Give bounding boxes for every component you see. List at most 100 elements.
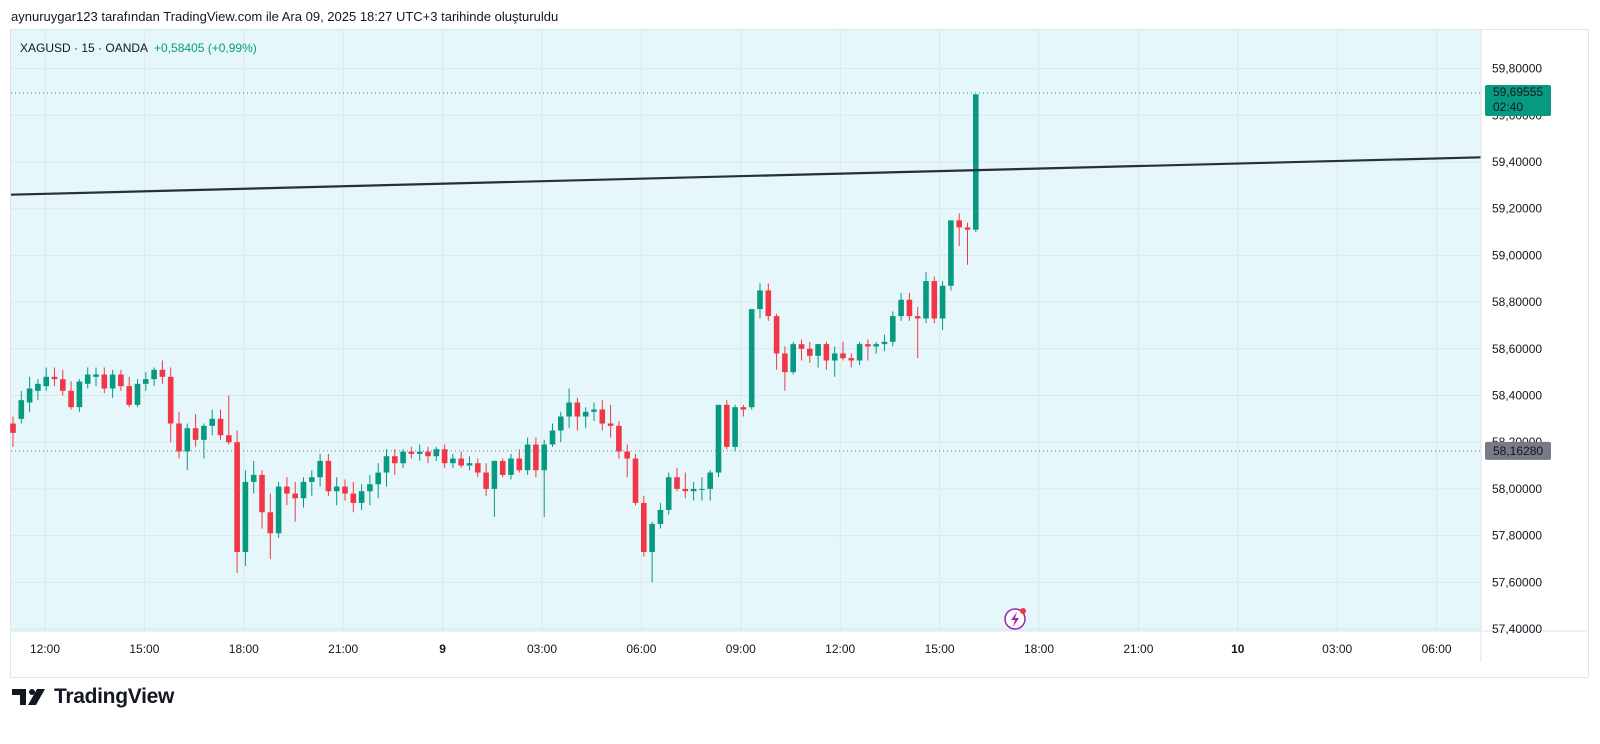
candle <box>284 477 290 506</box>
time-tick: 12:00 <box>825 642 855 656</box>
trend-line[interactable] <box>10 156 1482 196</box>
prev-close-tag-bg <box>1485 441 1551 460</box>
candle <box>425 446 431 464</box>
candle-body <box>309 477 315 482</box>
candle <box>798 339 805 361</box>
candle-body <box>234 442 240 552</box>
candle-body <box>665 477 672 510</box>
candle <box>234 430 240 573</box>
candle <box>948 220 954 291</box>
candle <box>558 411 564 443</box>
candle-body <box>284 486 290 494</box>
candle-body <box>491 460 498 489</box>
candle-body <box>732 407 738 447</box>
price-tick: 57,40000 <box>1492 622 1542 636</box>
candle <box>757 283 763 319</box>
price-axis[interactable]: 59,8000059,6000059,4000059,2000059,00000… <box>1492 62 1542 636</box>
candle-body <box>508 458 514 475</box>
candle-body <box>26 388 33 403</box>
candle <box>10 416 16 447</box>
time-tick: 18:00 <box>229 642 259 656</box>
candle-body <box>674 477 680 489</box>
candle <box>184 423 191 471</box>
plot-area[interactable] <box>11 30 1481 631</box>
tradingview-logo[interactable]: TradingView <box>12 684 174 710</box>
candle <box>358 484 365 510</box>
candle <box>18 390 25 424</box>
candle-body <box>317 460 323 478</box>
candle <box>383 449 390 487</box>
candle-body <box>408 451 415 454</box>
candle <box>574 397 581 431</box>
symbol-change: +0,58405 (+0,99%) <box>154 41 257 55</box>
candle-body <box>574 402 581 417</box>
countdown-label: 02:40 <box>1493 100 1523 114</box>
candle-body <box>973 94 979 230</box>
candle <box>51 367 58 387</box>
candle <box>591 402 597 422</box>
candle <box>914 306 921 359</box>
candle <box>101 367 108 394</box>
candle <box>342 479 348 501</box>
candle <box>209 409 215 436</box>
symbol-legend[interactable]: XAGUSD · 15 · OANDA +0,58405 (+0,99%) <box>20 41 257 55</box>
candle <box>748 309 755 410</box>
candle-body <box>192 428 199 440</box>
candle <box>159 360 166 384</box>
candle-body <box>209 418 215 426</box>
symbol-name[interactable]: XAGUSD · 15 · OANDA <box>20 41 149 55</box>
candle <box>956 213 962 247</box>
candle-body <box>649 523 655 552</box>
candle-body <box>342 486 348 494</box>
candle-body <box>101 374 108 389</box>
price-tick: 59,00000 <box>1492 248 1542 262</box>
candle <box>624 444 630 478</box>
candle <box>508 453 514 480</box>
candle-body <box>931 281 938 319</box>
candle-body <box>425 451 431 457</box>
candle-body <box>60 379 66 391</box>
candle <box>167 367 174 443</box>
candle <box>516 449 523 473</box>
candle <box>856 341 863 366</box>
price-tick: 58,80000 <box>1492 295 1542 309</box>
price-tick: 57,60000 <box>1492 575 1542 589</box>
candle <box>275 481 282 538</box>
time-tick: 15:00 <box>129 642 159 656</box>
time-tick: 9 <box>439 642 446 656</box>
candle <box>641 495 647 557</box>
candle <box>400 449 406 468</box>
time-axis[interactable]: 12:00 15:00 18:00 21:00 9 03:00 06:00 09:00 12:0… <box>30 642 1452 656</box>
candle <box>533 437 539 478</box>
candle <box>699 477 705 501</box>
candle-body <box>807 348 813 356</box>
candle <box>475 458 481 478</box>
candle-body <box>823 344 830 361</box>
candle <box>201 423 207 459</box>
candle-body <box>657 509 664 524</box>
time-tick: 21:00 <box>328 642 358 656</box>
chart-attribution: aynuruygar123 tarafından TradingView.com… <box>11 9 559 24</box>
candle <box>690 481 697 501</box>
candle <box>416 444 423 461</box>
candle <box>831 346 838 377</box>
candle <box>732 404 738 452</box>
candle-body <box>367 484 373 492</box>
time-tick: 06:00 <box>1422 642 1452 656</box>
candle <box>300 477 307 508</box>
candle-body <box>873 344 879 347</box>
candle-body <box>217 418 224 436</box>
candle <box>483 463 489 496</box>
candle <box>68 381 74 410</box>
candle-body <box>466 463 473 466</box>
candle <box>43 367 49 391</box>
candle <box>441 444 448 468</box>
candle-body <box>582 411 589 417</box>
candle-body <box>151 369 157 380</box>
candle <box>898 292 904 321</box>
candle-body <box>458 458 464 466</box>
candle-body <box>350 493 357 503</box>
lightning-event-icon[interactable] <box>1004 608 1026 630</box>
candle-body <box>325 460 332 492</box>
